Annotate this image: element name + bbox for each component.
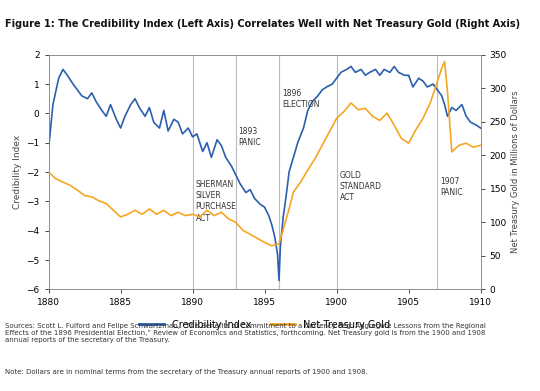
Y-axis label: Net Treasury Gold in Millions of Dollars: Net Treasury Gold in Millions of Dollars — [511, 91, 520, 253]
Text: GOLD
STANDARD
ACT: GOLD STANDARD ACT — [340, 171, 381, 202]
Text: SHERMAN
SILVER
PURCHASE
ACT: SHERMAN SILVER PURCHASE ACT — [195, 180, 237, 222]
Text: 1907
PANIC: 1907 PANIC — [440, 177, 463, 197]
Y-axis label: Credibility Index: Credibility Index — [13, 135, 22, 209]
Legend: Credibility Index, Net Treasury Gold: Credibility Index, Net Treasury Gold — [136, 316, 394, 334]
Text: 1896
ELECTION: 1896 ELECTION — [282, 89, 319, 109]
Text: 1893
PANIC: 1893 PANIC — [239, 127, 261, 147]
Text: Note: Dollars are in nominal terms from the secretary of the Treasury annual rep: Note: Dollars are in nominal terms from … — [5, 369, 368, 375]
Text: Sources: Scott L. Fulford and Felipe Schwartzman, “The Benefits of Commitment to: Sources: Scott L. Fulford and Felipe Sch… — [5, 323, 487, 343]
Text: Figure 1: The Credibility Index (Left Axis) Correlates Well with Net Treasury Go: Figure 1: The Credibility Index (Left Ax… — [5, 19, 521, 29]
